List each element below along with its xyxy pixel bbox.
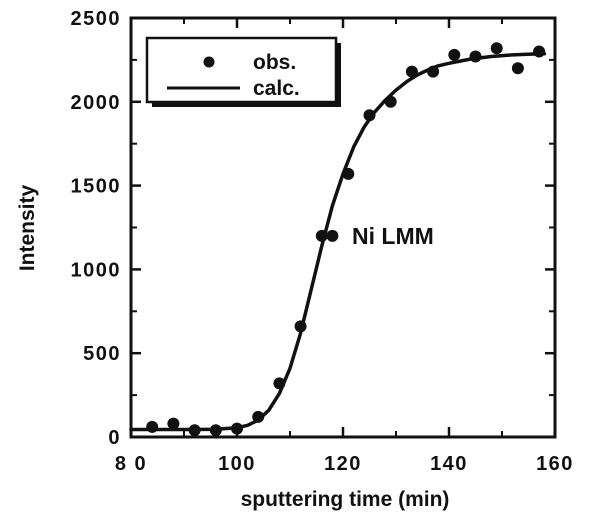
y-axis-label: Intensity xyxy=(16,185,39,272)
obs-point xyxy=(188,424,201,437)
x-tick-label-100: 100 xyxy=(218,453,256,475)
obs-point xyxy=(209,424,222,437)
obs-point xyxy=(511,62,524,75)
y-tick-label-0: 0 xyxy=(108,427,121,449)
obs-point xyxy=(448,48,461,61)
obs-point xyxy=(363,109,376,122)
legend-calc-label: calc. xyxy=(253,77,300,100)
legend-obs-label: obs. xyxy=(253,51,296,74)
obs-point xyxy=(469,50,482,63)
legend-box xyxy=(145,36,338,104)
annotation-ni-lmm: Ni LMM xyxy=(352,223,434,249)
obs-point xyxy=(273,377,286,390)
x-tick-label-160: 160 xyxy=(536,453,574,475)
x-tick-label-120: 120 xyxy=(324,453,362,475)
obs-point xyxy=(384,95,397,108)
obs-point xyxy=(326,229,339,242)
obs-point xyxy=(405,65,418,78)
obs-point xyxy=(294,320,307,333)
obs-point xyxy=(490,42,503,55)
obs-point xyxy=(167,417,180,430)
legend-obs-marker xyxy=(203,56,215,68)
obs-point xyxy=(427,65,440,78)
y-tick-label-1000: 1000 xyxy=(71,259,122,281)
calc-curve xyxy=(129,51,547,432)
x-axis-label: sputtering time (min) xyxy=(241,488,450,511)
obs-points-layer xyxy=(146,42,546,437)
legend: obs. calc. xyxy=(145,36,341,107)
calc-curve-layer xyxy=(129,51,547,432)
obs-point xyxy=(315,229,328,242)
tick-marks xyxy=(129,16,557,439)
tick-labels: 8 0 100 120 140 160 0 500 1000 1500 2000 2500 xyxy=(71,8,574,475)
x-tick-label-140: 140 xyxy=(430,453,468,475)
y-tick-label-2000: 2000 xyxy=(71,92,122,114)
obs-point xyxy=(342,167,355,180)
y-tick-label-500: 500 xyxy=(83,343,121,365)
obs-point xyxy=(533,45,546,58)
obs-point xyxy=(252,410,265,423)
obs-point xyxy=(146,420,159,433)
y-tick-label-2500: 2500 xyxy=(71,8,122,30)
y-tick-label-1500: 1500 xyxy=(71,176,122,198)
x-tick-label-80: 8 0 xyxy=(115,453,147,475)
obs-point xyxy=(231,422,243,435)
